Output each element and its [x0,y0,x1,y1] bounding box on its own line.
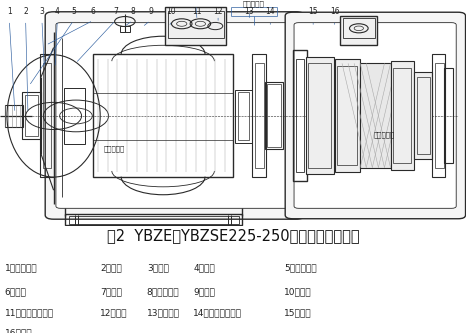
Text: 3、风罩: 3、风罩 [147,264,169,273]
Bar [65,214,242,225]
Bar [255,63,264,167]
Text: 6、端盖: 6、端盖 [5,287,27,296]
Text: 11、电动机接线盒: 11、电动机接线盒 [5,309,54,318]
Text: 2: 2 [23,7,28,16]
Text: 16: 16 [330,7,339,16]
Bar [337,66,357,165]
Text: 隔爆接合面: 隔爆接合面 [103,145,125,152]
Bar [444,68,453,163]
Bar [417,77,430,154]
Text: 13: 13 [245,7,254,16]
Bar [238,92,249,141]
Bar [306,57,334,174]
Text: 6: 6 [91,7,96,16]
Text: 10: 10 [167,7,176,16]
Text: 1、轴头螺母: 1、轴头螺母 [5,264,37,273]
Text: 图2  YBZE、YBZSE225-250电动机结构示意图: 图2 YBZE、YBZSE225-250电动机结构示意图 [107,228,359,244]
Bar [340,16,377,45]
Bar [25,95,38,136]
Bar [168,11,224,39]
FancyBboxPatch shape [285,12,466,219]
Text: 5、轴承外盖: 5、轴承外盖 [284,264,317,273]
Bar [308,63,331,167]
Text: 12、端盖: 12、端盖 [100,309,128,318]
Bar [22,92,41,139]
Text: 9: 9 [148,7,153,16]
Text: 15、端盖: 15、端盖 [284,309,312,318]
Bar [235,90,252,143]
Bar [43,63,51,167]
Bar [393,68,411,163]
Text: 10、转子: 10、转子 [284,287,312,296]
Text: 隔爆接合面: 隔爆接合面 [243,0,265,7]
Text: 2、垫圈: 2、垫圈 [100,264,122,273]
Text: 11: 11 [192,7,202,16]
Bar [252,54,266,176]
Bar [335,59,360,172]
FancyBboxPatch shape [56,23,294,208]
Bar [265,82,283,150]
Bar [267,84,281,147]
Text: 15: 15 [308,7,318,16]
Bar [360,63,391,167]
Text: 5: 5 [71,7,76,16]
Bar [40,54,54,176]
FancyBboxPatch shape [45,12,304,219]
Bar [293,50,307,181]
Bar [165,7,226,45]
Text: 隔爆接合面: 隔爆接合面 [374,131,395,138]
Bar [414,73,432,159]
Text: 13、制动器: 13、制动器 [147,309,180,318]
Text: 9、定子: 9、定子 [193,287,215,296]
Text: 4: 4 [55,7,60,16]
Bar [93,54,233,176]
Text: 4、风扇: 4、风扇 [193,264,215,273]
Text: 3: 3 [40,7,44,16]
Bar [120,26,130,32]
Text: 7、轴承: 7、轴承 [100,287,122,296]
FancyBboxPatch shape [294,23,456,208]
Bar [435,63,444,167]
Text: 14: 14 [266,7,275,16]
Bar [69,216,239,224]
Text: 8、轴承内盖: 8、轴承内盖 [147,287,179,296]
Text: 14、制动器接线盒: 14、制动器接线盒 [193,309,242,318]
Text: 12: 12 [213,7,223,16]
Bar [64,88,85,144]
Bar [5,105,23,127]
Text: 7: 7 [113,7,118,16]
Text: 16、端盖: 16、端盖 [5,329,32,333]
Bar [391,61,414,170]
Bar [296,59,304,172]
Text: 1: 1 [7,7,12,16]
Bar [432,54,445,176]
Bar [343,18,375,39]
Text: 8: 8 [130,7,135,16]
